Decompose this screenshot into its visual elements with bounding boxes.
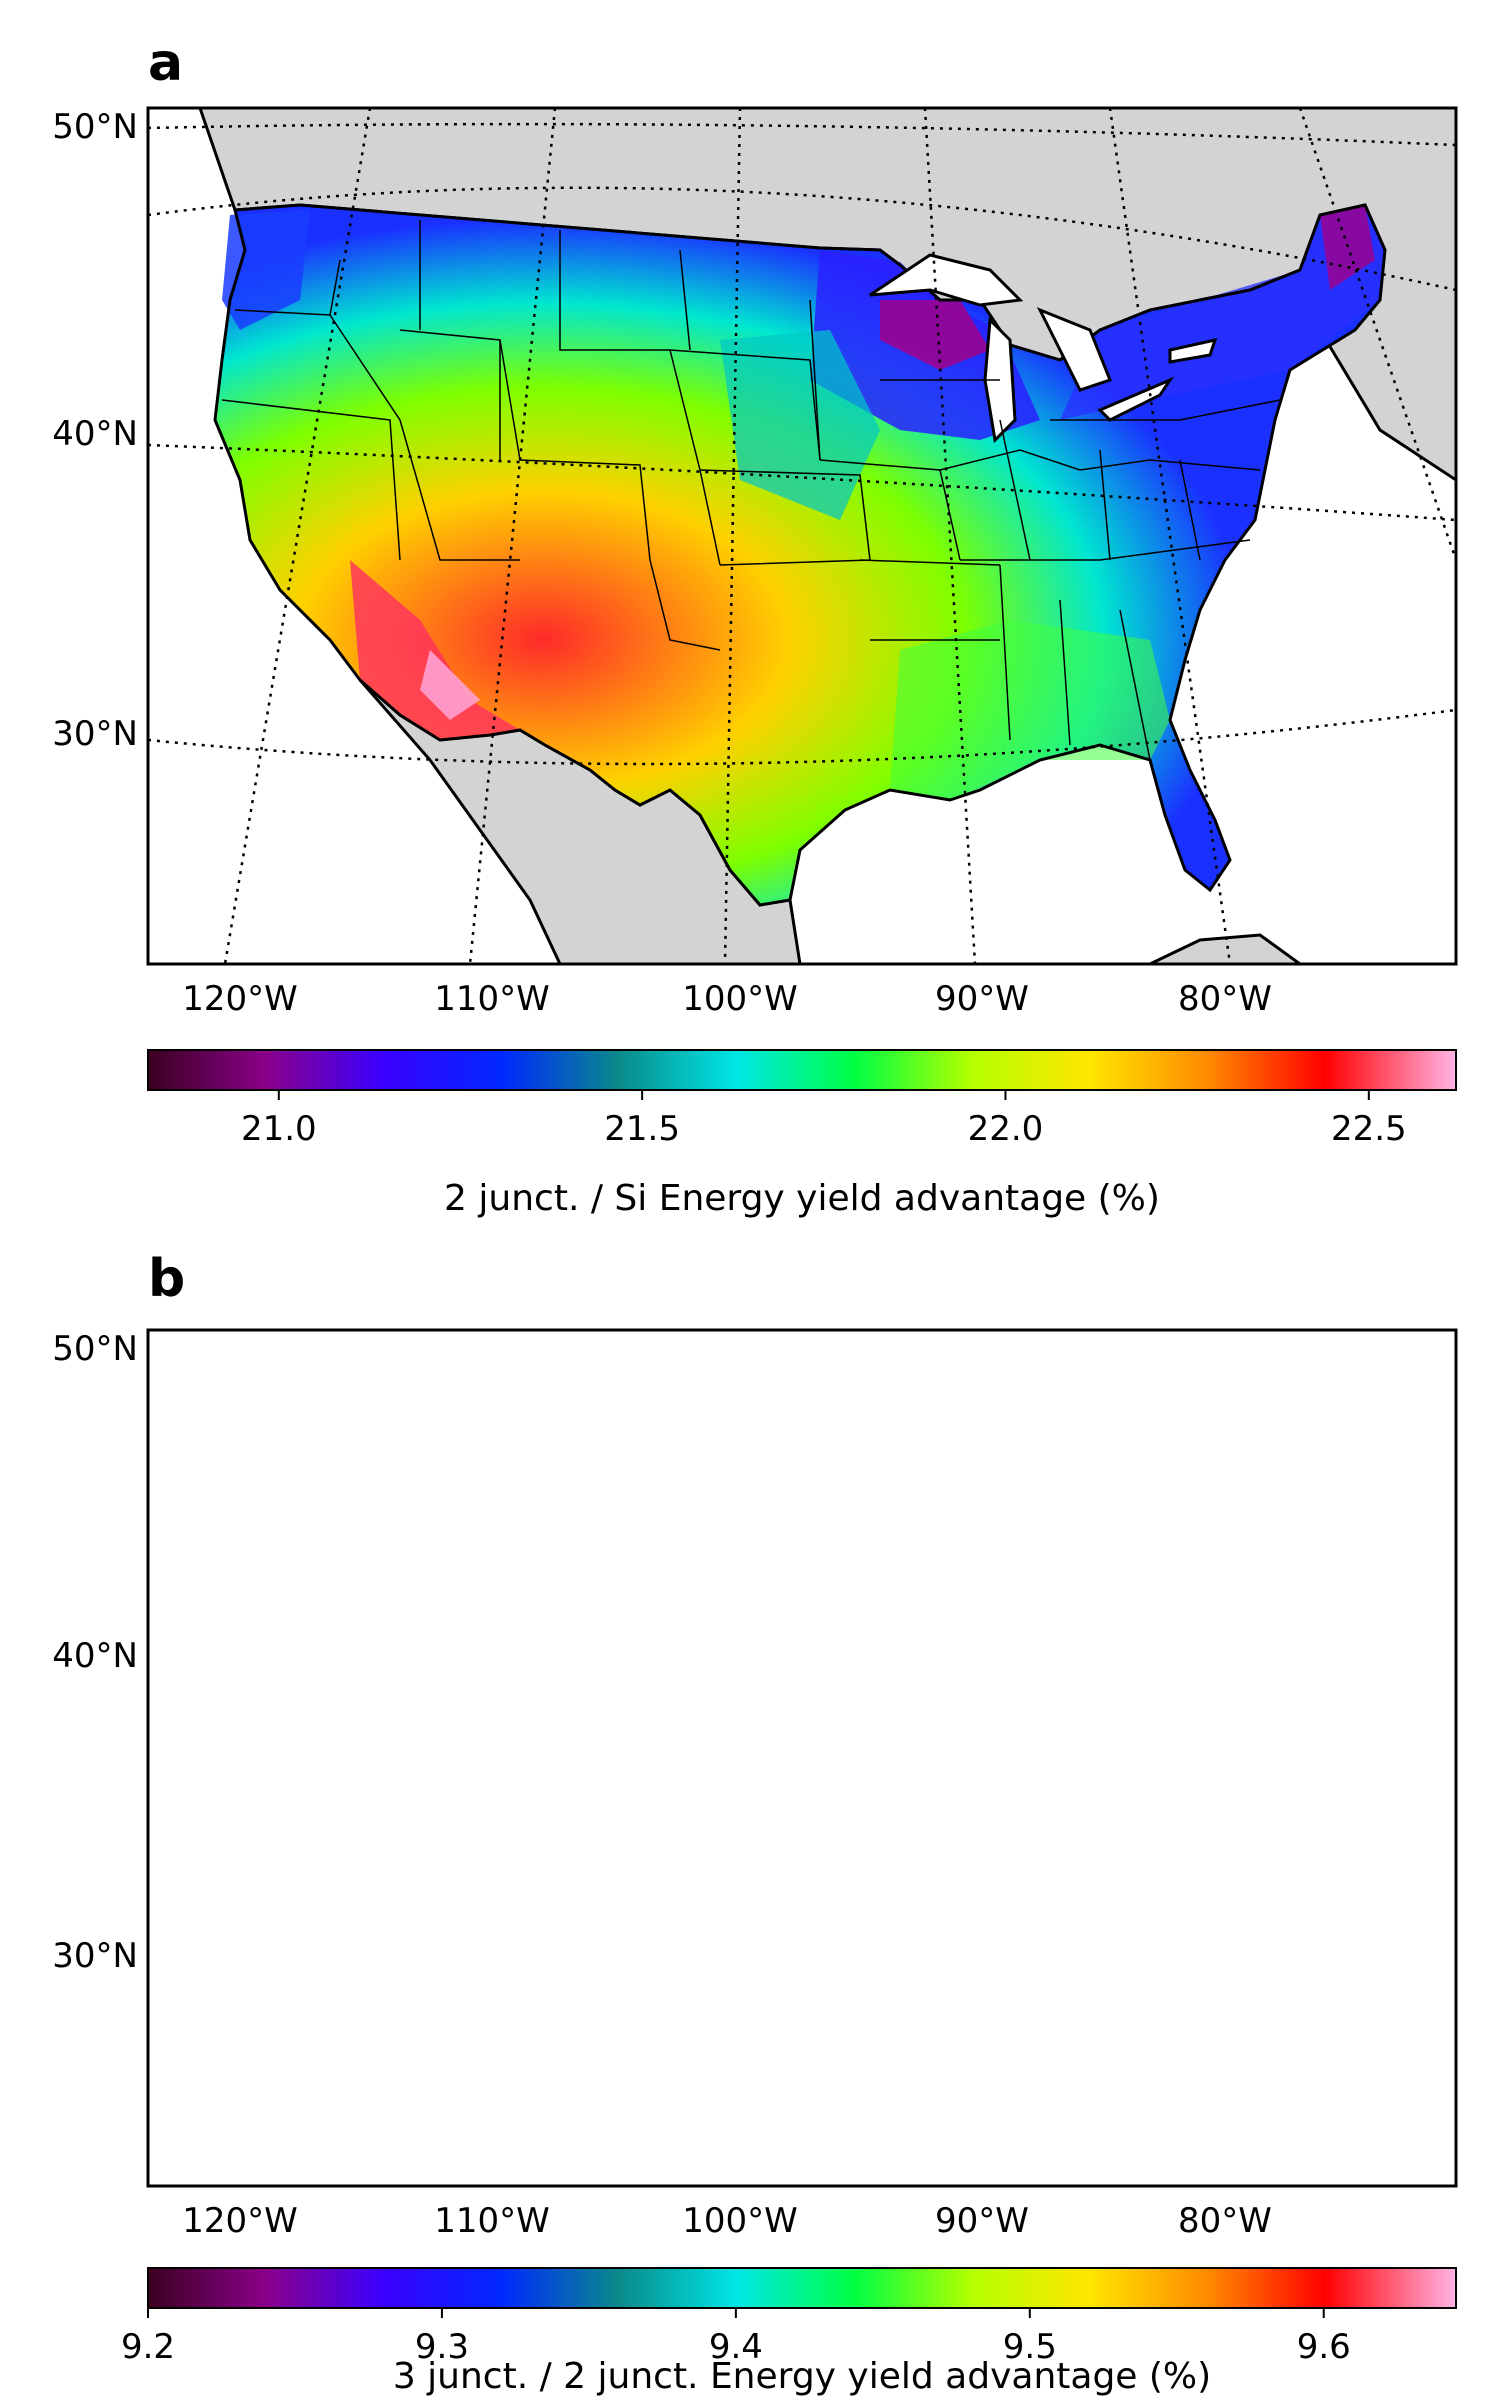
lake-huron bbox=[1036, 307, 1112, 392]
lake-superior bbox=[870, 1477, 1020, 1527]
lon-label-90w-b: 90°W bbox=[935, 2201, 1029, 2241]
land-cuba bbox=[1149, 933, 1303, 964]
lon-label-80w-a: 80°W bbox=[1178, 979, 1272, 1019]
map-b bbox=[148, 1330, 1456, 2186]
land-mexico bbox=[360, 1902, 800, 2186]
colorbar-b-tick-label: 9.6 bbox=[1297, 2327, 1351, 2367]
lon-label-120w-b: 120°W bbox=[182, 2201, 298, 2241]
colorbar-b-ticks: 9.2 9.3 9.4 9.5 9.6 bbox=[121, 2308, 1351, 2367]
graticule-b bbox=[148, 1330, 1456, 2186]
lat-label-50n-a: 50°N bbox=[52, 107, 138, 147]
colorbar-a-label: 2 junct. / Si Energy yield advantage (%) bbox=[444, 1178, 1160, 1219]
colorbar-b-tick-label: 9.4 bbox=[709, 2327, 763, 2367]
lake-erie bbox=[1097, 376, 1175, 422]
colorbar-a-gradient bbox=[147, 1049, 1457, 1091]
us-field-b bbox=[215, 1427, 1385, 2127]
map-frame-b bbox=[146, 1328, 1458, 2188]
panel-b: b bbox=[52, 1249, 1458, 2397]
graticule-a bbox=[148, 108, 1456, 964]
land-canada bbox=[200, 1330, 1456, 1702]
lat-label-30n-a: 30°N bbox=[52, 714, 138, 754]
colorbar-a: 21.0 21.5 22.0 22.5 2 junct. / Si Energy yi… bbox=[147, 1049, 1457, 1219]
colorbar-a-tick-label: 21.0 bbox=[241, 1109, 317, 1149]
colorbar-b-gradient bbox=[147, 2267, 1457, 2309]
land-cuba bbox=[1150, 2157, 1300, 2186]
panel-letter-a: a bbox=[148, 33, 183, 93]
lon-label-120w-a: 120°W bbox=[182, 979, 298, 1019]
colorbar-a-tick-label: 21.5 bbox=[604, 1109, 680, 1149]
lake-erie bbox=[1100, 1602, 1170, 1642]
lake-huron bbox=[1040, 1532, 1110, 1612]
us-field-a bbox=[215, 205, 1385, 905]
lat-label-50n-b: 50°N bbox=[52, 1329, 138, 1369]
lake-ontario bbox=[1170, 1562, 1215, 1584]
map-frame-a bbox=[146, 106, 1458, 966]
lake-ontario bbox=[1168, 337, 1218, 364]
state-borders-b bbox=[222, 1442, 1280, 1982]
panel-letter-b: b bbox=[148, 1249, 185, 1309]
lat-label-40n-a: 40°N bbox=[52, 414, 138, 454]
colorbar-b-tick-label: 9.2 bbox=[121, 2327, 175, 2367]
lat-label-40n-b: 40°N bbox=[52, 1636, 138, 1676]
lon-label-80w-b: 80°W bbox=[1178, 2201, 1272, 2241]
map-a bbox=[148, 108, 1456, 964]
lon-label-100w-b: 100°W bbox=[682, 2201, 798, 2241]
lon-label-110w-a: 110°W bbox=[434, 979, 550, 1019]
panel-a: a bbox=[52, 33, 1458, 1219]
lake-superior bbox=[869, 253, 1024, 307]
lake-michigan bbox=[985, 1542, 1015, 1662]
colorbar-a-ticks: 21.0 21.5 22.0 22.5 bbox=[241, 1090, 1407, 1149]
colorbar-a-tick-label: 22.5 bbox=[1331, 1109, 1407, 1149]
lat-label-30n-b: 30°N bbox=[52, 1936, 138, 1976]
colorbar-a-tick-label: 22.0 bbox=[968, 1109, 1044, 1149]
colorbar-b-tick-label: 9.3 bbox=[415, 2327, 469, 2367]
lon-label-100w-a: 100°W bbox=[682, 979, 798, 1019]
colorbar-b-tick-label: 9.5 bbox=[1003, 2327, 1057, 2367]
colorbar-b-label: 3 junct. / 2 junct. Energy yield advanta… bbox=[393, 2356, 1211, 2397]
lon-label-110w-b: 110°W bbox=[434, 2201, 550, 2241]
lon-label-90w-a: 90°W bbox=[935, 979, 1029, 1019]
state-borders-a bbox=[221, 220, 1281, 761]
colorbar-b: 9.2 9.3 9.4 9.5 9.6 3 junct. / 2 junct. Ener… bbox=[121, 2267, 1457, 2397]
